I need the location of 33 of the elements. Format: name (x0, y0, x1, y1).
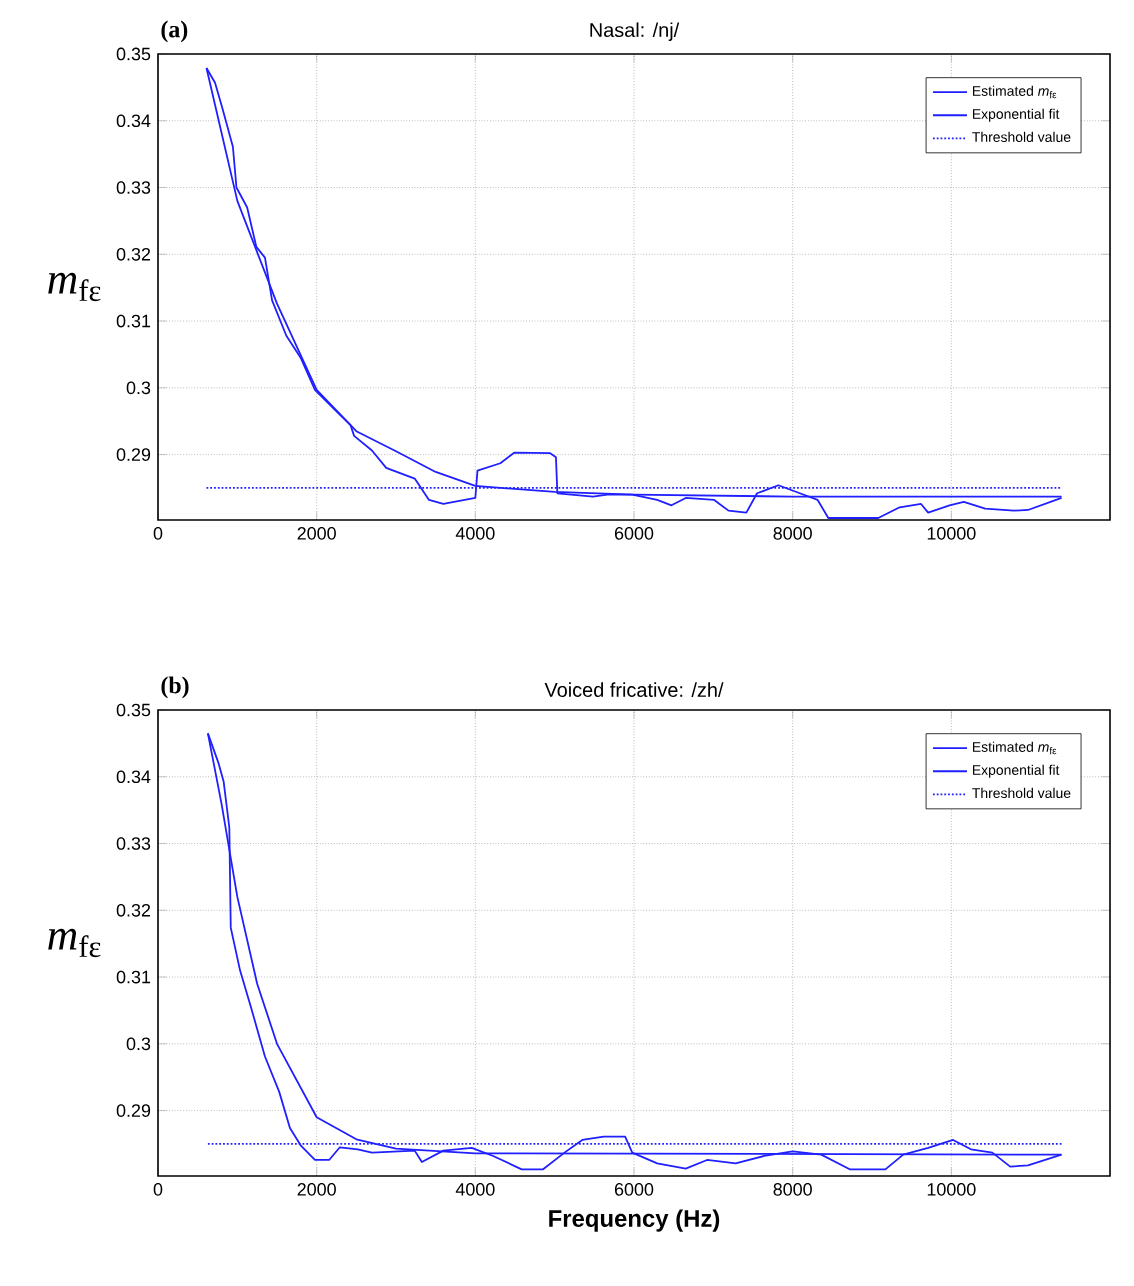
x-tick-label: 0 (153, 527, 163, 540)
y-tick-label: 0.31 (116, 314, 151, 328)
text: (b) (161, 676, 189, 699)
x-tick-label: 2000 (297, 1183, 336, 1196)
y-tick-label: 0.35 (116, 703, 151, 717)
chart-title: Voiced fricative: /zh/ (544, 682, 724, 697)
x-tick-label: 4000 (455, 1183, 495, 1196)
y-tick-label: 0.35 (116, 47, 151, 61)
x-tick-label: 10000 (927, 527, 976, 540)
y-tick-label: 0.32 (116, 903, 151, 917)
y-tick-label: 0.34 (116, 114, 151, 128)
y-tick-label: 0.32 (116, 247, 151, 261)
y-tick-label: 0.34 (116, 770, 151, 784)
x-tick-label: 10000 (927, 1183, 976, 1196)
y-axis-title: m$_{fε}$ (48, 928, 101, 958)
x-tick-label: 8000 (773, 1183, 812, 1196)
y-axis-title: m$_{fε}$ (48, 272, 101, 302)
text: (a) (161, 20, 188, 43)
x-tick-label: 6000 (614, 1183, 654, 1196)
x-tick-label: 4000 (455, 527, 495, 540)
y-tick-label: 0.31 (116, 970, 151, 984)
x-tick-label: 8000 (773, 527, 812, 540)
x-axis-title: Frequency (Hz) (549, 1209, 720, 1232)
y-tick-label: 0.33 (116, 181, 151, 194)
x-tick-label: 6000 (614, 527, 654, 540)
chart-title: Nasal: /nj/ (590, 22, 680, 41)
x-tick-label: 2000 (297, 527, 336, 540)
y-tick-label: 0.3 (126, 381, 151, 395)
y-tick-label: 0.29 (116, 1104, 151, 1117)
x-tick-label: 0 (153, 1183, 163, 1196)
y-tick-label: 0.29 (116, 448, 151, 461)
y-tick-label: 0.3 (126, 1037, 151, 1051)
y-tick-label: 0.33 (116, 837, 151, 850)
